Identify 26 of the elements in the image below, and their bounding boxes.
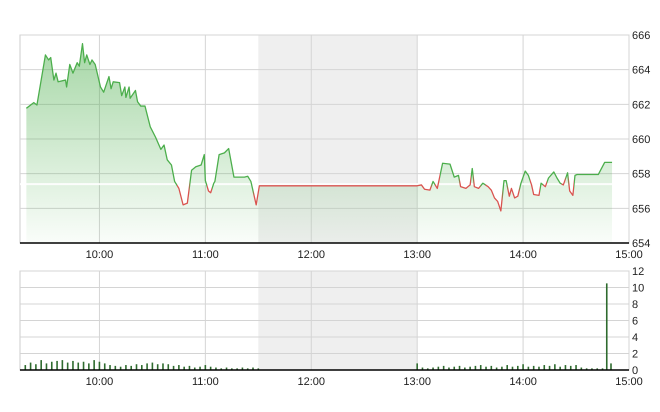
y-tick-label: 654 [632, 238, 650, 250]
y-tick-label: 10 [632, 282, 644, 294]
x-tick-label: 14:00 [509, 249, 537, 261]
y-tick-label: 12 [632, 266, 644, 278]
x-tick-label: 15:00 [615, 249, 643, 261]
y-tick-label: 658 [632, 168, 650, 181]
y-tick-label: 8 [632, 299, 638, 311]
y-tick-label: 0 [632, 365, 638, 377]
x-tick-label: 12:00 [297, 249, 326, 261]
x-tick-label: 15:00 [615, 376, 643, 388]
x-tick-label: 10:00 [86, 249, 114, 261]
y-tick-label: 666 [632, 30, 650, 42]
y-tick-label: 6 [632, 316, 638, 328]
y-tick-label: 662 [632, 99, 650, 112]
x-tick-label: 11:00 [192, 376, 219, 388]
y-tick-label: 660 [632, 134, 650, 146]
x-tick-label: 14:00 [509, 376, 537, 388]
y-tick-label: 4 [632, 332, 638, 344]
y-tick-label: 664 [632, 64, 650, 77]
x-tick-label: 10:00 [86, 376, 114, 388]
y-tick-label: 2 [632, 348, 638, 360]
x-tick-label: 11:00 [192, 249, 219, 261]
x-tick-label: 13:00 [403, 249, 431, 261]
x-tick-label: 13:00 [403, 376, 431, 388]
y-tick-label: 656 [632, 203, 650, 216]
x-tick-label: 12:00 [297, 376, 326, 388]
